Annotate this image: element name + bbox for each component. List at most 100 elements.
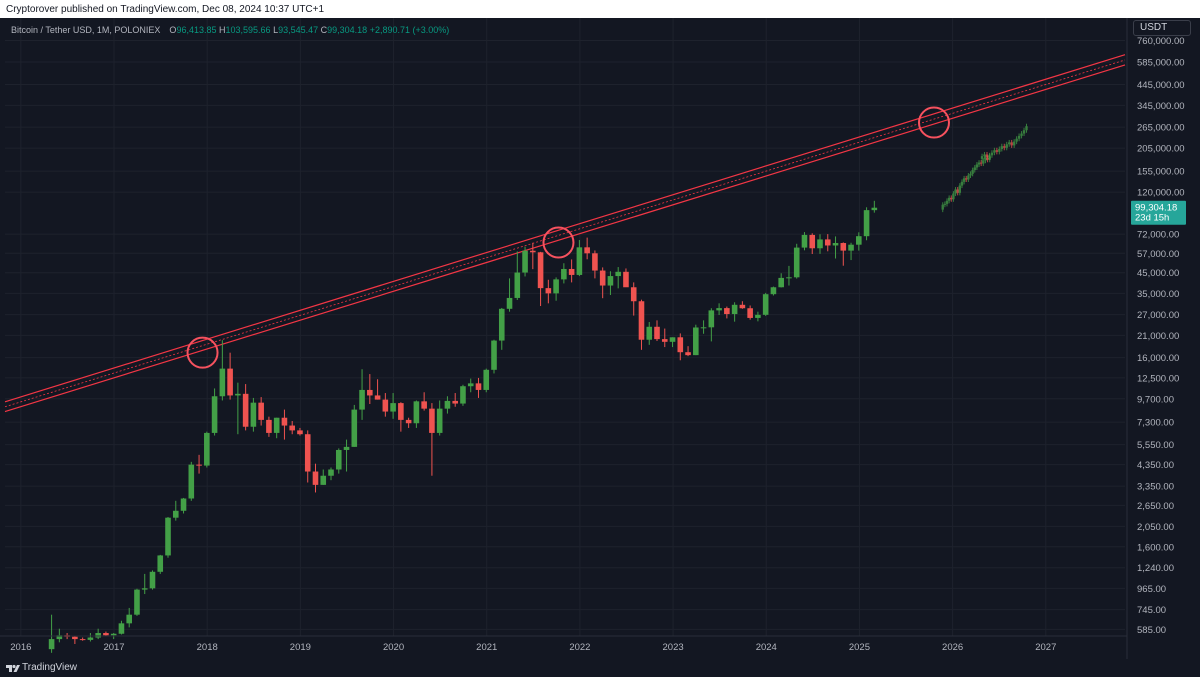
projected-candle xyxy=(1000,143,1004,152)
projected-candle xyxy=(958,183,962,196)
candle-body xyxy=(965,178,968,180)
candle-body xyxy=(266,419,272,433)
candle xyxy=(351,404,358,447)
candle-body xyxy=(980,156,984,159)
footer-bar: TradingView xyxy=(0,659,1200,677)
candle xyxy=(227,352,233,400)
candle xyxy=(204,431,210,468)
candle-body xyxy=(514,272,521,298)
projected-candle xyxy=(1020,131,1023,139)
projected-candle xyxy=(943,201,947,208)
candle-body xyxy=(630,287,637,302)
candle xyxy=(716,303,722,315)
trendline-lower xyxy=(4,64,1126,413)
candle-body xyxy=(661,339,668,342)
last-price-label: 99,304.18 xyxy=(1135,203,1177,214)
candle xyxy=(211,388,218,436)
candle-body xyxy=(180,498,187,511)
candle xyxy=(661,328,668,348)
candle-body xyxy=(731,304,738,315)
tradingview-brand[interactable]: TradingView xyxy=(22,662,78,673)
candle-body xyxy=(747,308,753,318)
candle-body xyxy=(452,400,458,404)
projected-candle xyxy=(979,160,983,167)
candle-body xyxy=(677,337,684,353)
price-tick-label: 205,000.00 xyxy=(1137,144,1185,155)
candle xyxy=(398,402,404,432)
candle xyxy=(584,237,590,260)
candle-body xyxy=(1015,138,1018,142)
candle xyxy=(739,301,746,309)
price-tick-label: 585.00 xyxy=(1137,625,1166,636)
candle-body xyxy=(320,475,327,485)
candle-body xyxy=(444,400,451,409)
candle xyxy=(793,243,800,279)
candle-body xyxy=(988,155,991,158)
last-price-tag xyxy=(1131,200,1186,225)
price-tick-label: 585,000.00 xyxy=(1137,58,1185,69)
candle xyxy=(266,416,272,437)
candle xyxy=(545,279,552,304)
low-value: 93,545.47 xyxy=(278,25,319,35)
candle-body xyxy=(762,294,769,315)
price-tick-label: 2,050.00 xyxy=(1137,522,1174,533)
projected-candle xyxy=(954,187,957,197)
candle xyxy=(126,607,133,628)
candle-body xyxy=(351,409,358,447)
candle-body xyxy=(149,571,156,589)
candle xyxy=(498,307,505,350)
candlestick-chart[interactable]: 760,000.00 585,000.00 445,000.00 345,000.00… xyxy=(0,18,1200,659)
price-tick-label: 45,000.00 xyxy=(1137,268,1179,279)
projected-candle xyxy=(995,147,999,155)
price-tick-label: 7,300.00 xyxy=(1137,418,1174,429)
price-tick-label: 21,000.00 xyxy=(1137,331,1179,342)
candle-body xyxy=(390,403,396,412)
projected-candle xyxy=(975,162,979,171)
candle-body xyxy=(211,396,218,433)
projected-candle xyxy=(980,153,984,162)
candle xyxy=(576,240,583,277)
candle-body xyxy=(724,308,730,315)
candle-body xyxy=(871,207,878,211)
candle-body xyxy=(638,301,645,340)
candle-body xyxy=(219,368,226,397)
projected-candle xyxy=(945,198,949,207)
candle-body xyxy=(1022,130,1026,134)
chart-area[interactable]: 760,000.00 585,000.00 445,000.00 345,000.00… xyxy=(0,18,1200,659)
currency-selector[interactable]: USDT xyxy=(1133,20,1191,36)
candles xyxy=(48,123,1028,653)
candle-body xyxy=(977,162,981,165)
candle-body xyxy=(1020,133,1023,136)
candle xyxy=(700,320,707,334)
candle-body xyxy=(576,247,583,275)
candle-body xyxy=(188,464,195,499)
candle xyxy=(289,420,295,435)
candle xyxy=(747,305,753,320)
candle-body xyxy=(110,633,117,636)
candle xyxy=(770,286,777,296)
year-tick-label: 2027 xyxy=(1035,642,1056,653)
candle xyxy=(72,636,78,644)
symbol-legend[interactable]: Bitcoin / Tether USD, 1M, POLONIEX O96,4… xyxy=(11,24,449,36)
change-value: +2,890.71 (+3.00%) xyxy=(369,25,450,35)
candle-body xyxy=(975,164,979,168)
candle-body xyxy=(374,395,381,400)
candle xyxy=(685,346,691,357)
open-label: O xyxy=(169,25,177,35)
candle-body xyxy=(250,402,257,427)
candle-body xyxy=(952,193,955,200)
high-label: H xyxy=(219,25,226,35)
candle-body xyxy=(615,271,621,277)
candle-body xyxy=(793,247,800,278)
candle xyxy=(840,242,847,266)
candle xyxy=(219,340,226,401)
projected-candle xyxy=(993,147,996,156)
candle xyxy=(103,631,109,636)
candle xyxy=(421,392,427,411)
price-tick-label: 445,000.00 xyxy=(1137,80,1185,91)
candle xyxy=(786,265,792,286)
candle-body xyxy=(1000,146,1004,149)
candle-body xyxy=(669,337,676,342)
candle-body xyxy=(986,157,989,160)
candle-body xyxy=(623,271,629,288)
